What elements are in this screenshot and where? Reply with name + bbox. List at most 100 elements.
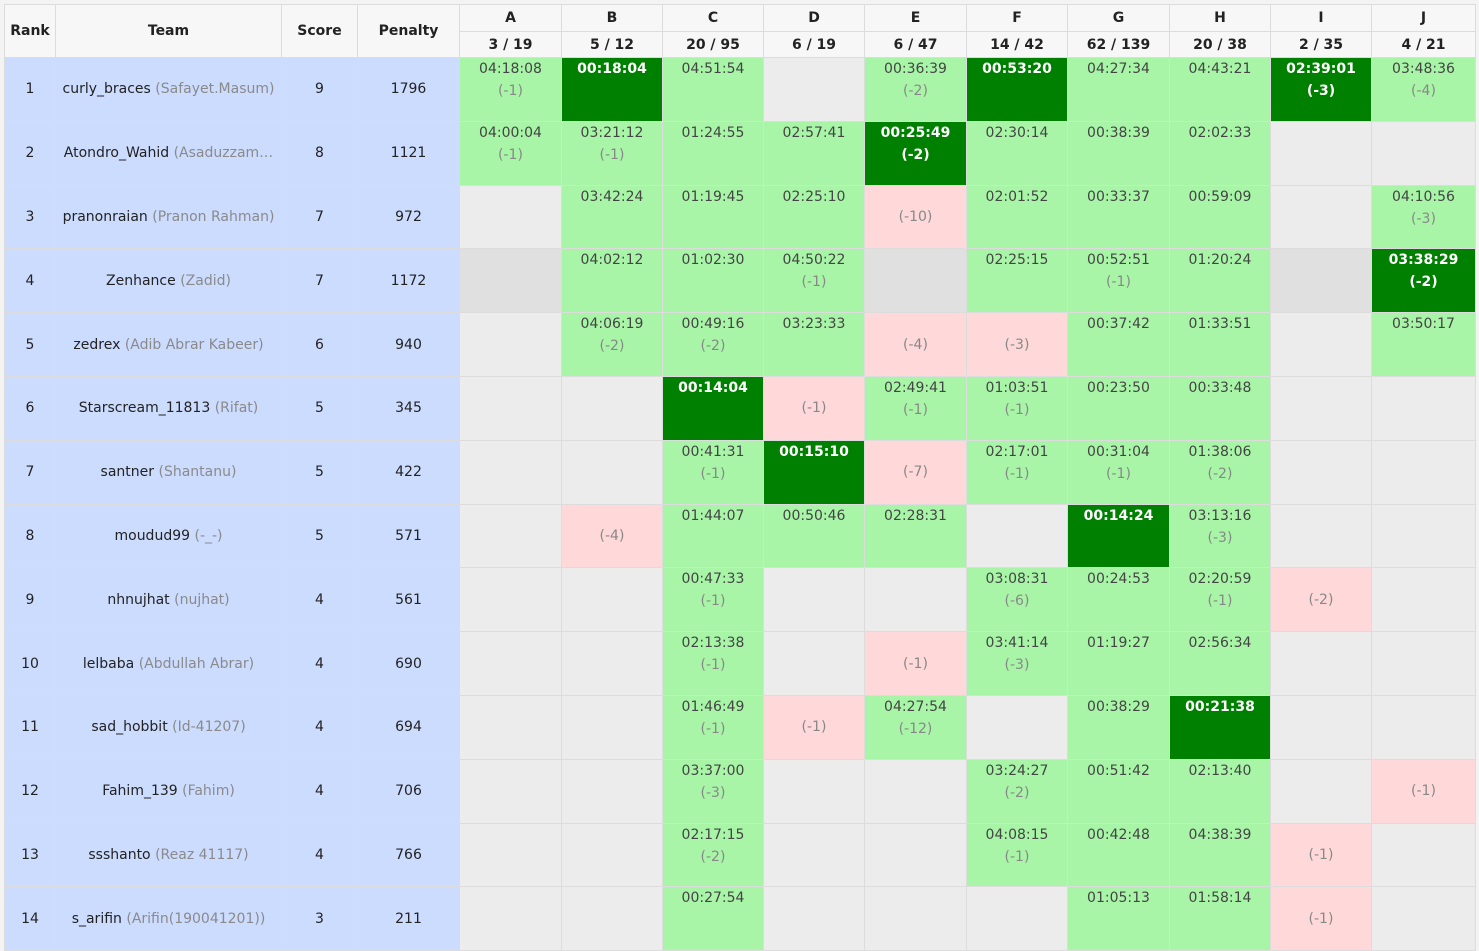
solved-cell-g: 00:52:51 (-1) xyxy=(1067,248,1170,314)
rank-cell: 13 xyxy=(4,822,56,888)
wrong-attempts: (-2) xyxy=(901,146,930,163)
empty-cell-b xyxy=(561,822,663,888)
wrong-attempts: (-1) xyxy=(700,593,726,610)
table-row: 7 santner (Shantanu) 5 422 00:41:31 (-1) 00:15… xyxy=(4,439,1476,505)
team-header[interactable]: Team xyxy=(55,4,282,58)
solve-time: 00:24:53 xyxy=(1087,571,1150,588)
team-handle[interactable]: santner xyxy=(100,464,155,481)
team-handle[interactable]: sad_hobbit xyxy=(91,719,168,736)
solved-cell-c: 03:37:00 (-3) xyxy=(662,758,764,824)
solve-time: 03:38:29 xyxy=(1388,252,1459,269)
solve-time: 01:58:14 xyxy=(1188,890,1252,907)
team-handle[interactable]: curly_braces xyxy=(62,81,151,98)
rank-cell: 1 xyxy=(4,57,56,122)
table-row: 9 nhnujhat (nujhat) 4 561 00:47:33 (-1) 03:08:… xyxy=(4,567,1476,633)
wrong-attempts: (-1) xyxy=(1004,401,1030,418)
problem-header-d[interactable]: D xyxy=(763,4,865,32)
solved-cell-h: 01:33:51 xyxy=(1169,312,1271,377)
solve-time: 03:23:33 xyxy=(782,316,846,333)
solved-cell-h: 00:33:48 xyxy=(1169,375,1271,441)
problem-header-j[interactable]: J xyxy=(1371,4,1476,32)
wrong-attempts: (-1) xyxy=(1106,465,1131,482)
solved-cell-f: 02:30:14 xyxy=(966,120,1068,186)
team-handle[interactable]: ssshanto xyxy=(88,846,151,863)
problem-header-f[interactable]: F xyxy=(966,4,1068,32)
team-handle[interactable]: lelbaba xyxy=(82,655,135,672)
solve-time: 01:33:51 xyxy=(1188,316,1252,333)
failed-cell-f: (-3) xyxy=(966,312,1068,377)
score-cell: 4 xyxy=(281,822,358,888)
team-handle[interactable]: s_arifin xyxy=(71,910,122,927)
solve-time: 01:03:51 xyxy=(985,379,1049,396)
empty-cell-i xyxy=(1270,248,1372,314)
solve-time: 03:50:17 xyxy=(1392,316,1455,333)
penalty-header[interactable]: Penalty xyxy=(357,4,460,58)
solve-time: 04:50:22 xyxy=(782,252,846,269)
problem-header-a[interactable]: A xyxy=(459,4,562,32)
solve-time: 00:50:46 xyxy=(782,507,846,524)
wrong-attempts: (-1) xyxy=(498,83,523,99)
team-handle[interactable]: moudud99 xyxy=(114,527,191,544)
table-row: 13 ssshanto (Reaz 41117) 4 766 02:17:15 (-2) 0… xyxy=(4,822,1476,888)
problem-header-e[interactable]: E xyxy=(864,4,967,32)
team-cell: Starscream_11813 (Rifat) xyxy=(55,375,282,441)
wrong-attempts: (-1) xyxy=(700,465,726,482)
solved-cell-g: 01:05:13 xyxy=(1067,886,1170,951)
score-cell: 7 xyxy=(281,248,358,314)
rank-cell: 9 xyxy=(4,567,56,633)
solved-cell-f: 02:17:01 (-1) xyxy=(966,439,1068,505)
solve-time: 00:15:10 xyxy=(779,443,849,460)
team-handle[interactable]: Fahim_139 xyxy=(102,783,178,800)
solve-time: 00:31:04 xyxy=(1087,443,1150,460)
solved-cell-c: 04:51:54 xyxy=(662,57,764,122)
wrong-attempts: (-1) xyxy=(1308,910,1334,927)
team-handle[interactable]: Zenhance xyxy=(106,272,176,289)
team-handle[interactable]: zedrex xyxy=(73,336,121,353)
table-row: 2 Atondro_Wahid (Asaduzzam… 8 1121 04:00:04(… xyxy=(4,120,1476,186)
solve-time: 00:59:09 xyxy=(1188,188,1252,205)
problem-header-b[interactable]: B xyxy=(561,4,663,32)
team-handle[interactable]: Atondro_Wahid xyxy=(63,145,170,162)
problem-header-g[interactable]: G xyxy=(1067,4,1170,32)
empty-cell-j xyxy=(1371,567,1476,633)
score-cell: 5 xyxy=(281,439,358,505)
team-member-name: (Fahim) xyxy=(182,783,235,800)
team-member-name: (-_-) xyxy=(194,527,223,544)
table-row: 5 zedrex (Adib Abrar Kabeer) 6 940 04:06:19(… xyxy=(4,312,1476,377)
problem-header-h[interactable]: H xyxy=(1169,4,1271,32)
empty-cell-d xyxy=(763,631,865,696)
failed-cell-e: (-4) xyxy=(864,312,967,377)
empty-cell-a xyxy=(459,886,562,951)
team-handle[interactable]: nhnujhat xyxy=(107,591,170,608)
solve-time: 00:21:38 xyxy=(1185,698,1255,715)
failed-cell-e: (-7) xyxy=(864,439,967,505)
rank-cell: 7 xyxy=(4,439,56,505)
team-handle[interactable]: pranonraian xyxy=(62,208,148,225)
solve-time: 04:10:56 xyxy=(1392,188,1455,205)
solve-time: 01:05:13 xyxy=(1087,890,1150,907)
solved-cell-b: 03:21:12 (-1) xyxy=(561,120,663,186)
solved-cell-c: 00:49:16 (-2) xyxy=(662,312,764,377)
solve-time: 04:43:21 xyxy=(1188,61,1252,77)
problem-header-i[interactable]: I xyxy=(1270,4,1372,32)
problem-header-c[interactable]: C xyxy=(662,4,764,32)
empty-cell-j xyxy=(1371,439,1476,505)
solve-time: 01:20:24 xyxy=(1188,252,1252,269)
team-handle[interactable]: Starscream_11813 xyxy=(78,400,211,417)
team-member-name: (nujhat) xyxy=(174,591,230,608)
failed-cell-i: (-1) xyxy=(1270,822,1372,888)
wrong-attempts: (-1) xyxy=(1004,848,1030,865)
team-member-name: (Id-41207) xyxy=(172,719,246,736)
wrong-attempts: (-10) xyxy=(898,208,933,225)
penalty-cell: 1796 xyxy=(357,57,460,122)
problem-stats-f: 14 / 42 xyxy=(966,31,1068,58)
solve-time: 02:57:41 xyxy=(782,124,846,141)
score-header[interactable]: Score xyxy=(281,4,358,58)
empty-cell-a xyxy=(459,248,562,314)
rank-header[interactable]: Rank xyxy=(4,4,56,58)
solve-time: 00:47:33 xyxy=(681,571,745,588)
solved-cell-h: 03:13:16 (-3) xyxy=(1169,503,1271,569)
problem-stats-b: 5 / 12 xyxy=(561,31,663,58)
solved-cell-f: 00:53:20 xyxy=(966,57,1068,122)
solved-cell-h: 02:56:34 xyxy=(1169,631,1271,696)
